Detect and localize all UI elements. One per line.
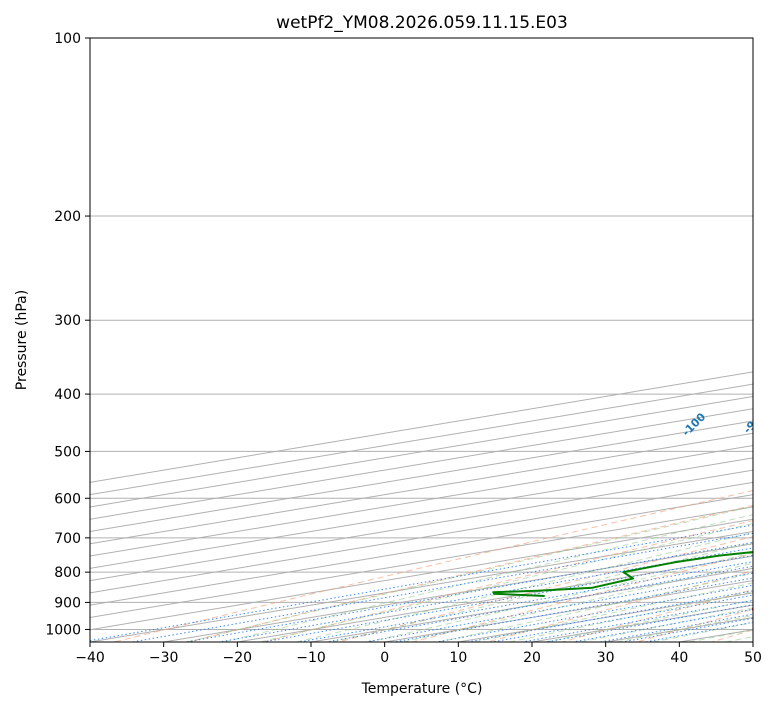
series-layer	[492, 551, 753, 597]
isotherm-gridline	[90, 481, 753, 594]
moist-adiabat-line	[402, 562, 753, 642]
x-tick-label: −40	[75, 650, 105, 666]
isotherm-gridline	[90, 457, 753, 569]
moist-adiabat-line	[187, 505, 753, 642]
dry-adiabat-line	[412, 552, 753, 642]
y-tick-label: 600	[54, 491, 81, 507]
mixing-ratio-line	[299, 561, 753, 642]
dry-adiabat-line	[562, 589, 753, 642]
isotherm-gridline	[90, 530, 753, 642]
x-tick-label: 10	[449, 650, 467, 666]
x-axis: −40 −30 −20 −10 0 10 20 30 40 50	[75, 642, 762, 666]
mixing-ratio-line	[394, 577, 753, 642]
moist-adiabat-line	[689, 629, 753, 642]
y-tick-label: 500	[54, 444, 81, 460]
x-tick-label: 50	[744, 650, 762, 666]
dry-adiabat-label: 40	[625, 655, 645, 675]
isotherm-gridline	[531, 604, 753, 642]
background-lines-layer	[90, 489, 753, 642]
x-tick-label: −10	[296, 650, 326, 666]
moist-adiabat-line	[580, 607, 753, 642]
dewpoint-profile-line	[492, 551, 753, 597]
x-tick-label: −30	[149, 650, 179, 666]
x-tick-label: 0	[380, 650, 389, 666]
y-tick-label: 400	[54, 387, 81, 403]
x-axis-label: Temperature (°C)	[361, 681, 483, 697]
plot-frame	[89, 37, 754, 643]
grid-layer	[90, 38, 753, 642]
x-tick-label: 20	[523, 650, 541, 666]
y-tick-label: 800	[54, 565, 81, 581]
isotherm-gridline	[458, 592, 753, 642]
chart-title: wetPf2_YM08.2026.059.11.15.E03	[276, 13, 568, 33]
isotherm-gridline	[90, 445, 753, 557]
y-axis: 100 200 300 400 500 600 700 800 900 1000	[45, 31, 90, 638]
mixing-ratio-line	[218, 547, 753, 642]
y-tick-label: 300	[54, 313, 81, 329]
y-tick-label: 100	[54, 31, 81, 47]
isotherm-gridline	[90, 469, 753, 582]
isotherm-gridline	[90, 494, 753, 606]
dry-adiabat-line	[113, 489, 753, 642]
x-tick-label: 30	[597, 650, 615, 666]
y-tick-label: 200	[54, 209, 81, 225]
y-tick-label: 900	[54, 595, 81, 611]
mixing-ratio-line	[90, 524, 753, 642]
mixing-ratio-line	[546, 604, 753, 642]
isotherm-gridline	[90, 506, 753, 618]
moist-adiabat-line	[331, 541, 753, 642]
isotherm-gridline	[90, 518, 753, 631]
mixing-ratio-line	[326, 565, 753, 642]
dry-adiabat-line	[188, 504, 753, 642]
y-axis-label: Pressure (hPa)	[14, 290, 30, 390]
x-tick-label: 40	[670, 650, 688, 666]
isotherm-gridline	[752, 641, 753, 642]
dry-adiabat-label: 30	[749, 598, 769, 618]
dry-adiabat-label: -100	[680, 410, 709, 439]
plot-area: 0.10.20.40.611.52346810131620253036-100-…	[90, 38, 769, 675]
x-tick-label: −20	[223, 650, 253, 666]
isotherm-gridline	[163, 543, 753, 642]
dry-adiabat-line	[711, 629, 753, 642]
y-tick-label: 1000	[45, 622, 81, 638]
dry-adiabat-line	[338, 536, 753, 642]
isotherm-gridline	[90, 432, 753, 545]
mixing-ratio-line	[365, 572, 753, 642]
y-tick-label: 700	[54, 531, 81, 547]
moist-adiabat-line	[544, 599, 753, 642]
